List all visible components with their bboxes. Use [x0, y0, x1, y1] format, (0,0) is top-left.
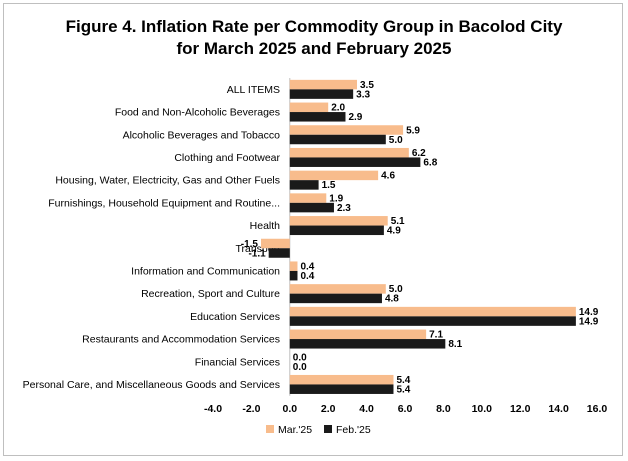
- category-label: Furnishings, Household Equipment and Rou…: [48, 197, 280, 209]
- bar-feb: [289, 112, 346, 122]
- bar-mar: [289, 193, 327, 203]
- data-label: 14.9: [579, 307, 599, 318]
- category-label: Health: [250, 220, 281, 232]
- bar-feb: [289, 316, 576, 326]
- bar-feb: [289, 134, 386, 145]
- x-tick-label: 16.0: [587, 403, 608, 415]
- data-label: 0.0: [293, 352, 307, 363]
- data-label: -1.1: [248, 248, 266, 259]
- x-tick-label: 2.0: [321, 403, 336, 415]
- bar-feb: [289, 202, 334, 213]
- bar-feb: [289, 89, 354, 99]
- bar-mar: [289, 147, 409, 158]
- bar-feb: [289, 180, 319, 190]
- bar-feb: [289, 157, 421, 167]
- data-label: 6.8: [423, 157, 437, 168]
- data-label: 1.9: [329, 193, 343, 204]
- legend-swatch-mar: [266, 425, 274, 433]
- bar-mar: [289, 284, 386, 294]
- bar-feb: [289, 293, 382, 304]
- category-label: Financial Services: [195, 356, 280, 368]
- bar-feb: [289, 384, 394, 394]
- data-label: 5.1: [391, 216, 405, 227]
- data-label: 7.1: [429, 330, 443, 341]
- x-tick-label: 8.0: [436, 403, 451, 415]
- x-tick-label: -2.0: [242, 403, 260, 415]
- bar-mar: [261, 238, 290, 249]
- data-label: 14.9: [579, 316, 599, 327]
- data-label: 5.9: [406, 125, 420, 136]
- category-label: ALL ITEMS: [227, 84, 280, 96]
- bar-mar: [289, 125, 404, 135]
- bar-feb: [289, 270, 298, 281]
- category-label: Information and Communication: [131, 265, 280, 277]
- category-label: Recreation, Sport and Culture: [141, 288, 280, 300]
- bar-feb: [289, 339, 446, 349]
- data-label: 5.0: [389, 284, 403, 295]
- x-tick-label: 14.0: [548, 403, 569, 415]
- bar-mar: [289, 79, 357, 90]
- data-label: 5.0: [389, 135, 403, 146]
- category-label: Personal Care, and Miscellaneous Goods a…: [23, 379, 280, 391]
- data-label: 5.4: [396, 384, 410, 395]
- data-label: 3.5: [360, 80, 374, 91]
- legend-label: Feb.'25: [336, 424, 371, 436]
- data-label: 1.5: [322, 180, 336, 191]
- bar-mar: [289, 306, 576, 317]
- category-label: Education Services: [190, 311, 280, 323]
- data-label: 2.0: [331, 103, 345, 114]
- x-tick-label: 6.0: [398, 403, 413, 415]
- data-label: 3.3: [356, 89, 370, 100]
- legend-label: Mar.'25: [278, 424, 312, 436]
- category-label: Clothing and Footwear: [174, 152, 280, 164]
- legend-swatch-feb: [324, 425, 332, 433]
- data-label: 4.8: [385, 294, 399, 305]
- data-label: 2.9: [348, 112, 362, 123]
- chart-title: Figure 4. Inflation Rate per Commodity G…: [0, 16, 628, 60]
- data-label: 4.9: [387, 226, 401, 237]
- data-label: 4.6: [381, 171, 395, 182]
- data-label: 8.1: [448, 339, 462, 350]
- data-label: 2.3: [337, 203, 351, 214]
- bar-mar: [289, 170, 379, 181]
- x-tick-label: 10.0: [472, 403, 493, 415]
- chart-title-line-2: for March 2025 and February 2025: [176, 39, 452, 58]
- data-label: 0.0: [293, 362, 307, 373]
- chart-title-line-1: Figure 4. Inflation Rate per Commodity G…: [65, 17, 563, 36]
- bar-mar: [289, 329, 427, 340]
- data-label: 6.2: [412, 148, 426, 159]
- data-label: 5.4: [396, 375, 410, 386]
- bar-mar: [289, 216, 388, 226]
- x-tick-label: 0.0: [282, 403, 297, 415]
- x-tick-label: 4.0: [359, 403, 374, 415]
- bar-mar: [289, 261, 298, 271]
- category-label: Food and Non-Alcoholic Beverages: [115, 107, 280, 119]
- bar-mar: [289, 102, 329, 113]
- category-label: Alcoholic Beverages and Tobacco: [123, 129, 281, 141]
- category-label: Housing, Water, Electricity, Gas and Oth…: [55, 175, 280, 187]
- data-label: -1.5: [241, 239, 259, 250]
- bar-feb: [289, 225, 384, 236]
- bar-mar: [289, 374, 394, 385]
- x-tick-label: -4.0: [204, 403, 222, 415]
- category-label: Restaurants and Accommodation Services: [82, 334, 280, 346]
- data-label: 0.4: [300, 261, 314, 272]
- bar-feb: [268, 248, 290, 258]
- data-label: 0.4: [300, 271, 314, 282]
- x-tick-label: 12.0: [510, 403, 531, 415]
